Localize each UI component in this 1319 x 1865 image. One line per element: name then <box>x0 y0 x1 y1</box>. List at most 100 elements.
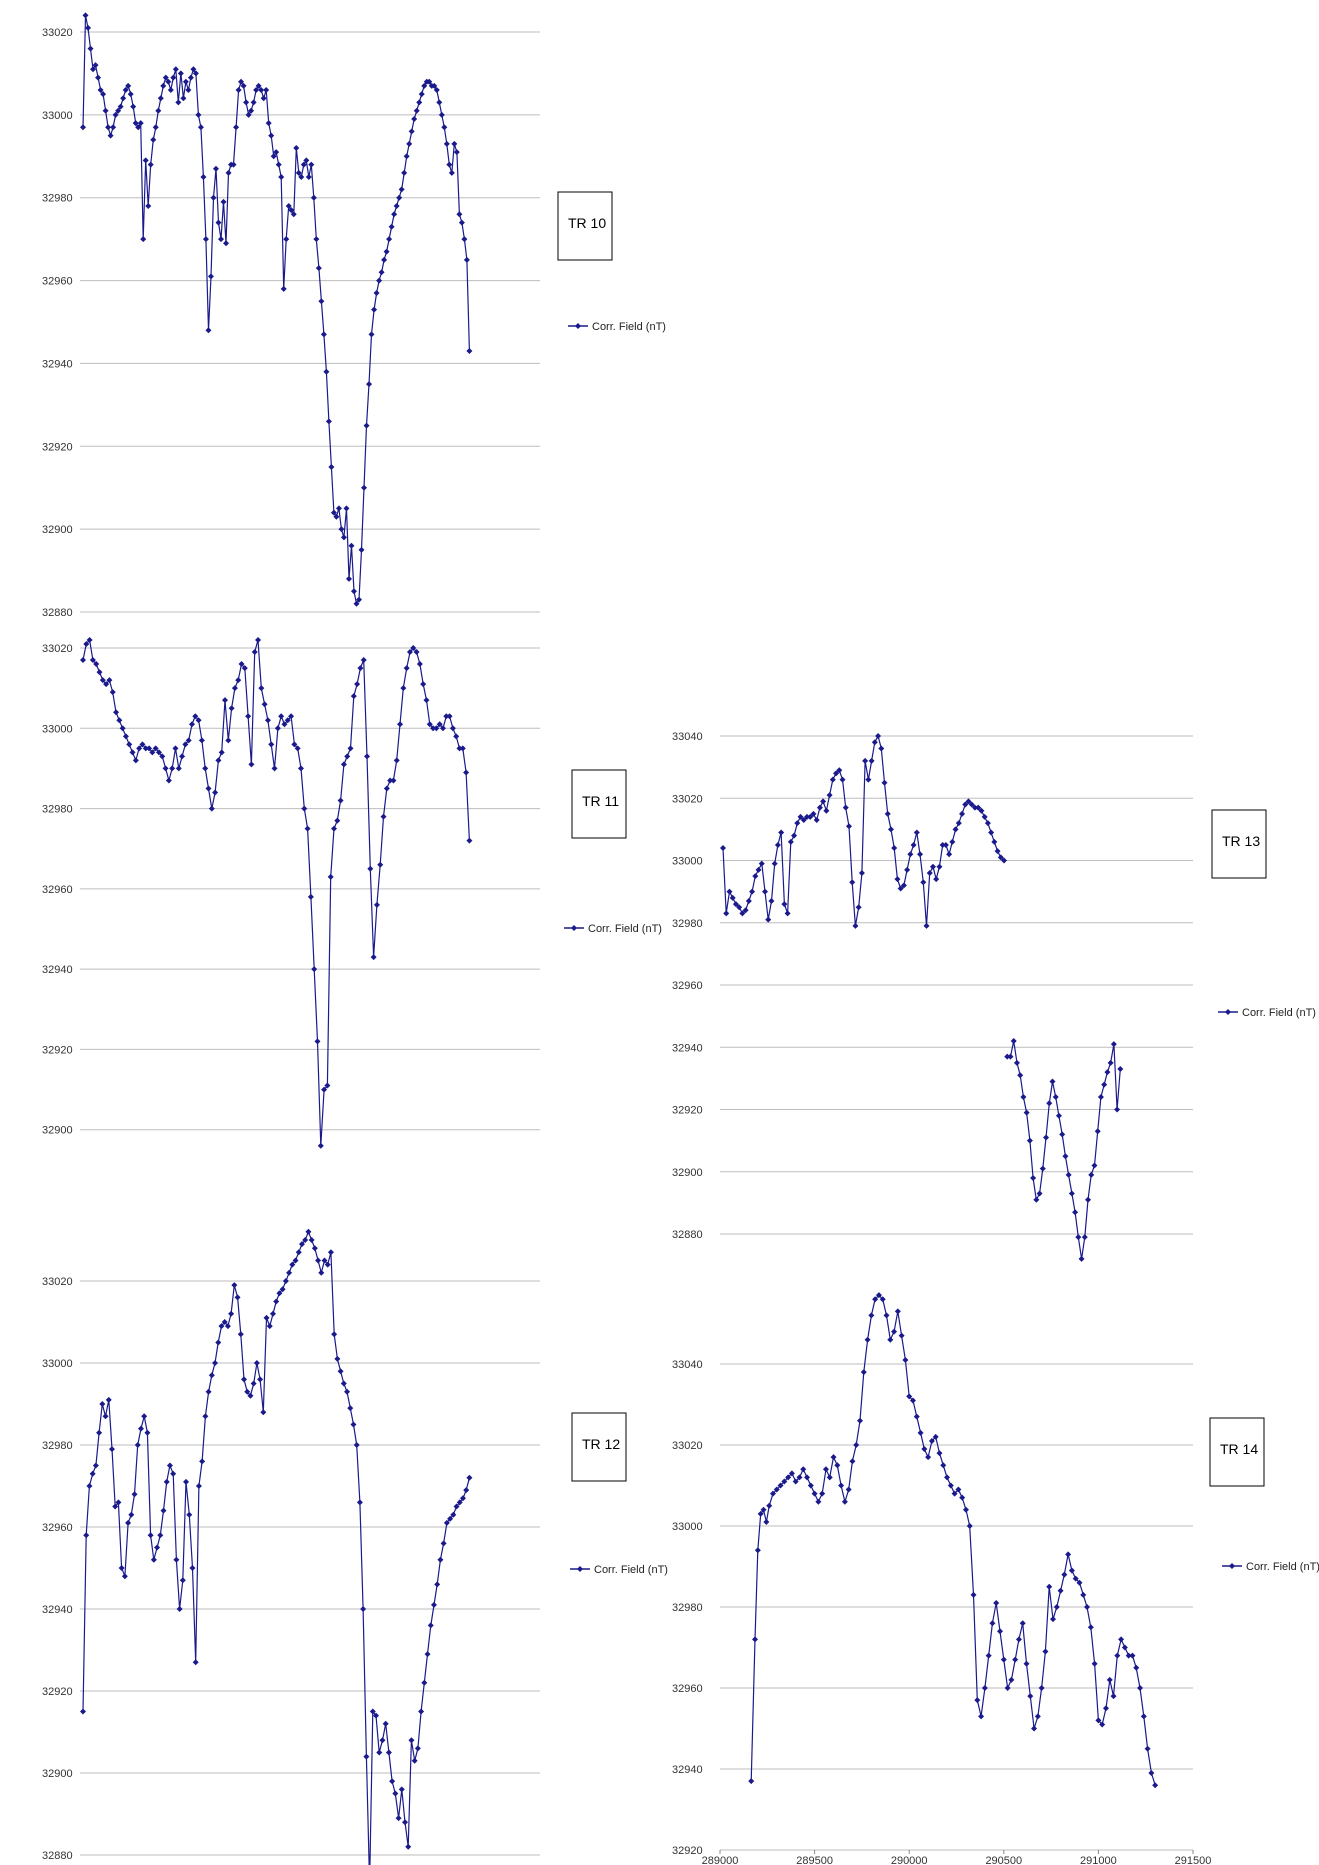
data-point <box>162 765 169 772</box>
data-point <box>431 82 438 89</box>
data-point <box>270 153 277 160</box>
data-point <box>373 1712 380 1719</box>
data-point <box>839 776 846 783</box>
data-point <box>421 1679 428 1686</box>
data-point <box>907 851 914 858</box>
data-point <box>904 866 911 873</box>
data-point <box>929 863 936 870</box>
data-point <box>1072 1209 1079 1216</box>
data-point <box>418 91 425 98</box>
y-tick-label: 32960 <box>672 980 703 992</box>
data-point <box>416 99 423 106</box>
data-point <box>1010 1038 1017 1045</box>
data-point <box>1031 1725 1038 1732</box>
y-tick-label: 32880 <box>42 607 73 619</box>
data-point <box>145 203 152 209</box>
data-point <box>403 665 410 672</box>
data-point <box>984 820 991 827</box>
data-point <box>334 817 341 824</box>
data-point <box>334 1355 341 1362</box>
data-point <box>1129 1652 1136 1659</box>
data-point <box>857 1417 864 1424</box>
data-point <box>902 1356 909 1363</box>
data-point <box>765 916 772 923</box>
data-point <box>826 1474 833 1481</box>
data-point <box>936 1450 943 1457</box>
data-point <box>119 725 126 732</box>
data-point <box>109 689 116 696</box>
data-point <box>368 331 375 338</box>
data-point <box>971 804 978 811</box>
data-point <box>430 1601 437 1608</box>
data-point <box>122 733 129 740</box>
data-point <box>179 753 186 760</box>
data-point <box>810 810 817 817</box>
data-point <box>894 1308 901 1315</box>
data-point <box>186 1511 193 1518</box>
data-point <box>879 1296 886 1303</box>
data-point <box>165 78 172 85</box>
data-point <box>1118 1636 1125 1643</box>
y-tick-label: 32940 <box>42 964 73 976</box>
data-point <box>160 1507 167 1514</box>
data-point <box>749 888 756 895</box>
data-point <box>845 1486 852 1493</box>
data-point <box>441 124 448 131</box>
data-point <box>955 1486 962 1493</box>
legend-label: Corr. Field (nT) <box>1242 1007 1316 1019</box>
data-point <box>89 1470 96 1477</box>
y-tick-label: 33020 <box>42 643 73 655</box>
data-point <box>337 797 344 804</box>
data-point <box>335 505 342 512</box>
data-point <box>280 285 287 292</box>
data-point <box>388 223 395 230</box>
y-tick-label: 32980 <box>672 918 703 930</box>
data-point <box>403 153 410 160</box>
data-point <box>241 665 248 672</box>
data-point <box>117 103 124 110</box>
data-point <box>298 1241 305 1248</box>
data-point <box>1072 1575 1079 1582</box>
data-point <box>742 907 749 914</box>
data-point <box>243 99 250 106</box>
data-point <box>785 1474 792 1481</box>
data-point <box>308 161 315 168</box>
data-point <box>380 813 387 820</box>
data-point <box>1076 1579 1083 1586</box>
data-point <box>130 103 137 110</box>
data-point <box>1038 1685 1045 1691</box>
data-point <box>760 1506 767 1513</box>
y-tick-label: 33000 <box>672 1521 703 1533</box>
data-point <box>421 82 428 89</box>
data-point <box>965 798 972 805</box>
data-point <box>1144 1745 1151 1752</box>
data-point <box>761 888 768 895</box>
data-point <box>819 1490 826 1497</box>
data-point <box>382 1720 389 1727</box>
data-point <box>991 838 998 845</box>
data-point <box>163 1478 170 1485</box>
data-point <box>282 1278 289 1284</box>
data-point <box>212 789 219 796</box>
y-tick-label: 32980 <box>42 193 73 205</box>
data-point <box>796 1474 803 1481</box>
data-point <box>774 841 781 848</box>
data-point <box>152 124 159 131</box>
data-point <box>787 838 794 845</box>
data-point <box>413 649 420 656</box>
data-point <box>1133 1664 1140 1671</box>
data-point <box>841 1498 848 1505</box>
data-point <box>994 848 1001 855</box>
data-point <box>1043 1134 1050 1141</box>
data-point <box>237 1331 244 1338</box>
data-point <box>369 1708 376 1715</box>
data-point <box>1099 1721 1106 1728</box>
data-point <box>845 823 852 830</box>
data-point <box>330 509 337 516</box>
data-point <box>283 236 290 243</box>
data-point <box>102 107 109 114</box>
data-point <box>125 1519 132 1526</box>
data-point <box>170 74 177 81</box>
chart-title-box <box>1211 809 1267 879</box>
series-line <box>82 1230 470 1865</box>
